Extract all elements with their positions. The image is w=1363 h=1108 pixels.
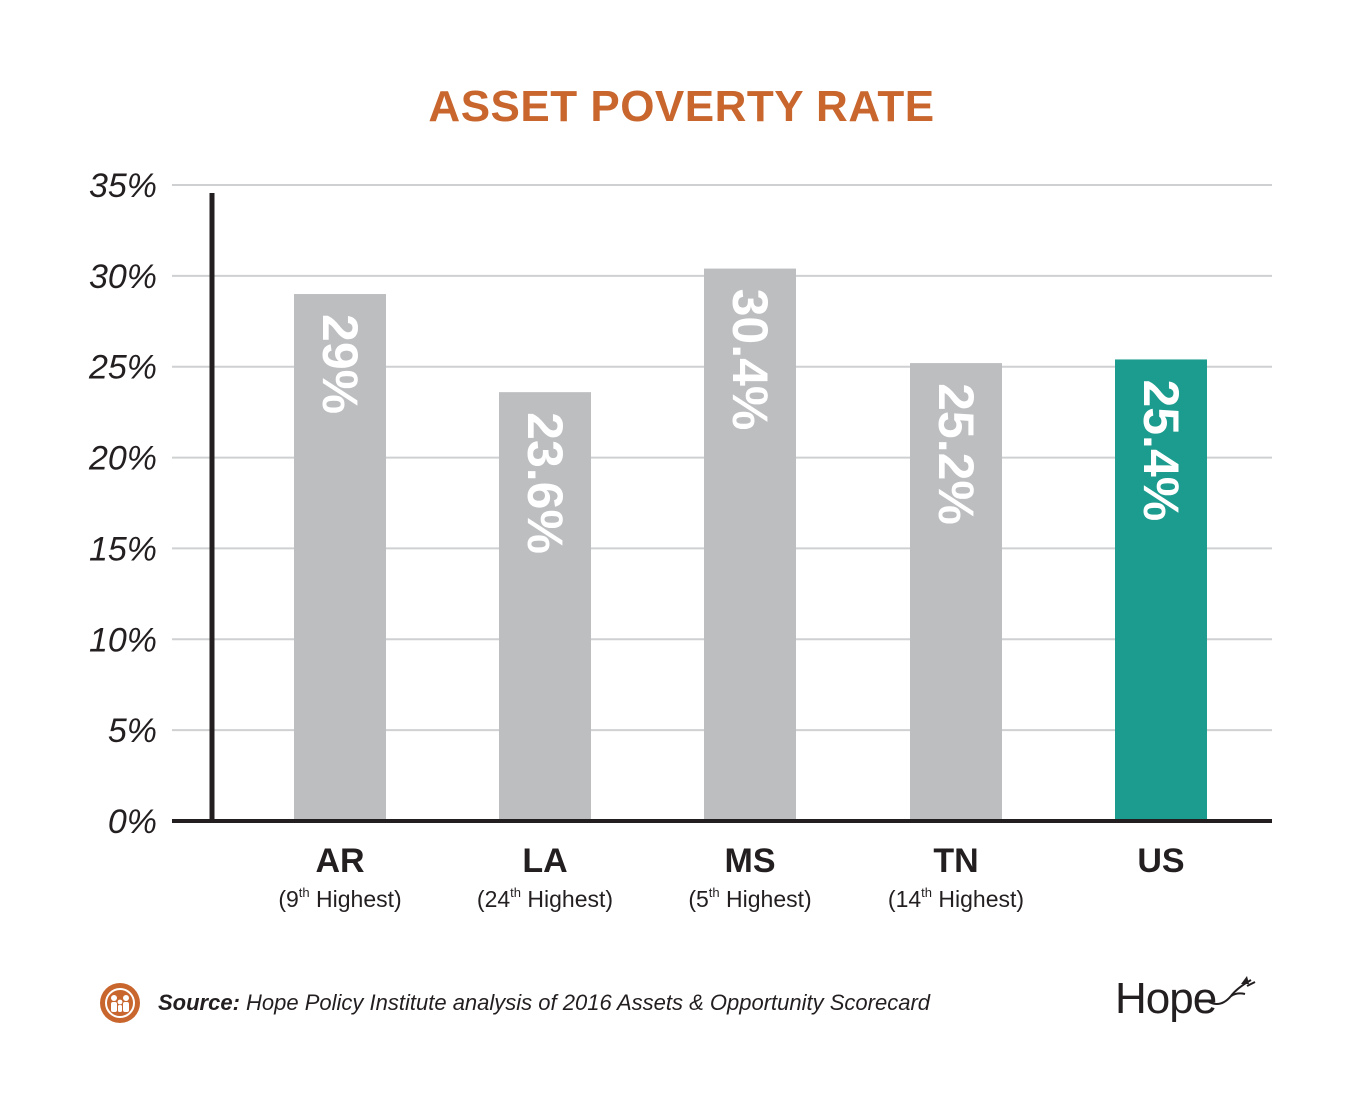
y-tick-label: 10% — [89, 621, 157, 659]
y-tick-label: 25% — [88, 349, 157, 387]
category-label: US — [1137, 842, 1184, 880]
bar-value-label: 30.4% — [722, 289, 778, 431]
source-text: Source: Hope Policy Institute analysis o… — [158, 990, 930, 1016]
x-axis-labels: AR (9th Highest) LA (24th Highest) MS (5th Hi… — [278, 842, 1184, 912]
bar-us — [1115, 359, 1207, 821]
source-description: Hope Policy Institute analysis of 2016 A… — [239, 990, 931, 1015]
hope-logo: Hope — [1115, 970, 1256, 1030]
category-label: TN — [933, 842, 978, 880]
category-label: LA — [522, 842, 567, 880]
bar-value-label: 23.6% — [517, 412, 573, 554]
bar-chart: 0% 5% 10% 15% 20% 25% 30% 35% 29% 23.6% 30.4% 25.2… — [88, 167, 1272, 912]
dove-icon — [1208, 976, 1256, 1005]
category-rank: (24th Highest) — [477, 885, 613, 912]
bar-la — [499, 392, 591, 821]
logo-text: Hope — [1115, 974, 1217, 1023]
bar-ar — [294, 294, 386, 821]
bar-tn — [910, 363, 1002, 821]
y-tick-label: 30% — [89, 258, 157, 296]
bars: 29% 23.6% 30.4% 25.2% 25.4% — [294, 268, 1207, 821]
y-axis-ticks: 0% 5% 10% 15% 20% 25% 30% 35% — [88, 167, 157, 841]
bar-ms — [704, 268, 796, 821]
y-tick-label: 20% — [88, 440, 157, 478]
y-tick-label: 35% — [89, 167, 157, 205]
bar-value-label: 25.2% — [928, 383, 984, 525]
bar-value-label: 29% — [312, 314, 368, 414]
category-rank: (14th Highest) — [888, 885, 1024, 912]
y-tick-label: 15% — [89, 530, 157, 568]
bar-value-label: 25.4% — [1133, 379, 1189, 521]
chart-title: ASSET POVERTY RATE — [428, 82, 935, 131]
category-rank: (5th Highest) — [688, 885, 811, 912]
y-tick-label: 5% — [108, 712, 157, 750]
y-tick-label: 0% — [108, 803, 157, 841]
family-icon — [100, 983, 140, 1023]
category-label: MS — [725, 842, 776, 880]
source-footer: Source: Hope Policy Institute analysis o… — [100, 982, 930, 1024]
category-label: AR — [315, 842, 364, 880]
category-rank: (9th Highest) — [278, 885, 401, 912]
source-label: Source: — [158, 990, 240, 1015]
